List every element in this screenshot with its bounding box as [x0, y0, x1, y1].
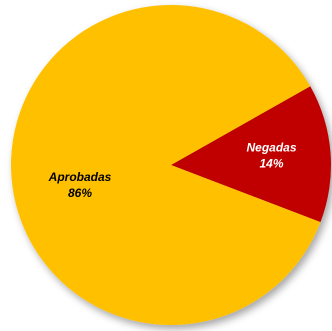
pie-label-percent: 14% — [259, 156, 283, 170]
pie-labels: Negadas 14% Aprobadas 86% — [48, 140, 297, 200]
pie-slices — [11, 4, 332, 325]
pie-slice-aprobadas — [11, 4, 321, 325]
pie-label-negadas: Negadas 14% — [246, 140, 296, 170]
pie-slice-negadas — [171, 86, 332, 223]
pie-label-percent: 86% — [68, 186, 92, 200]
pie-label-aprobadas: Aprobadas 86% — [48, 170, 112, 200]
pie-label-name: Aprobadas — [48, 170, 112, 184]
pie-label-name: Negadas — [246, 140, 296, 154]
